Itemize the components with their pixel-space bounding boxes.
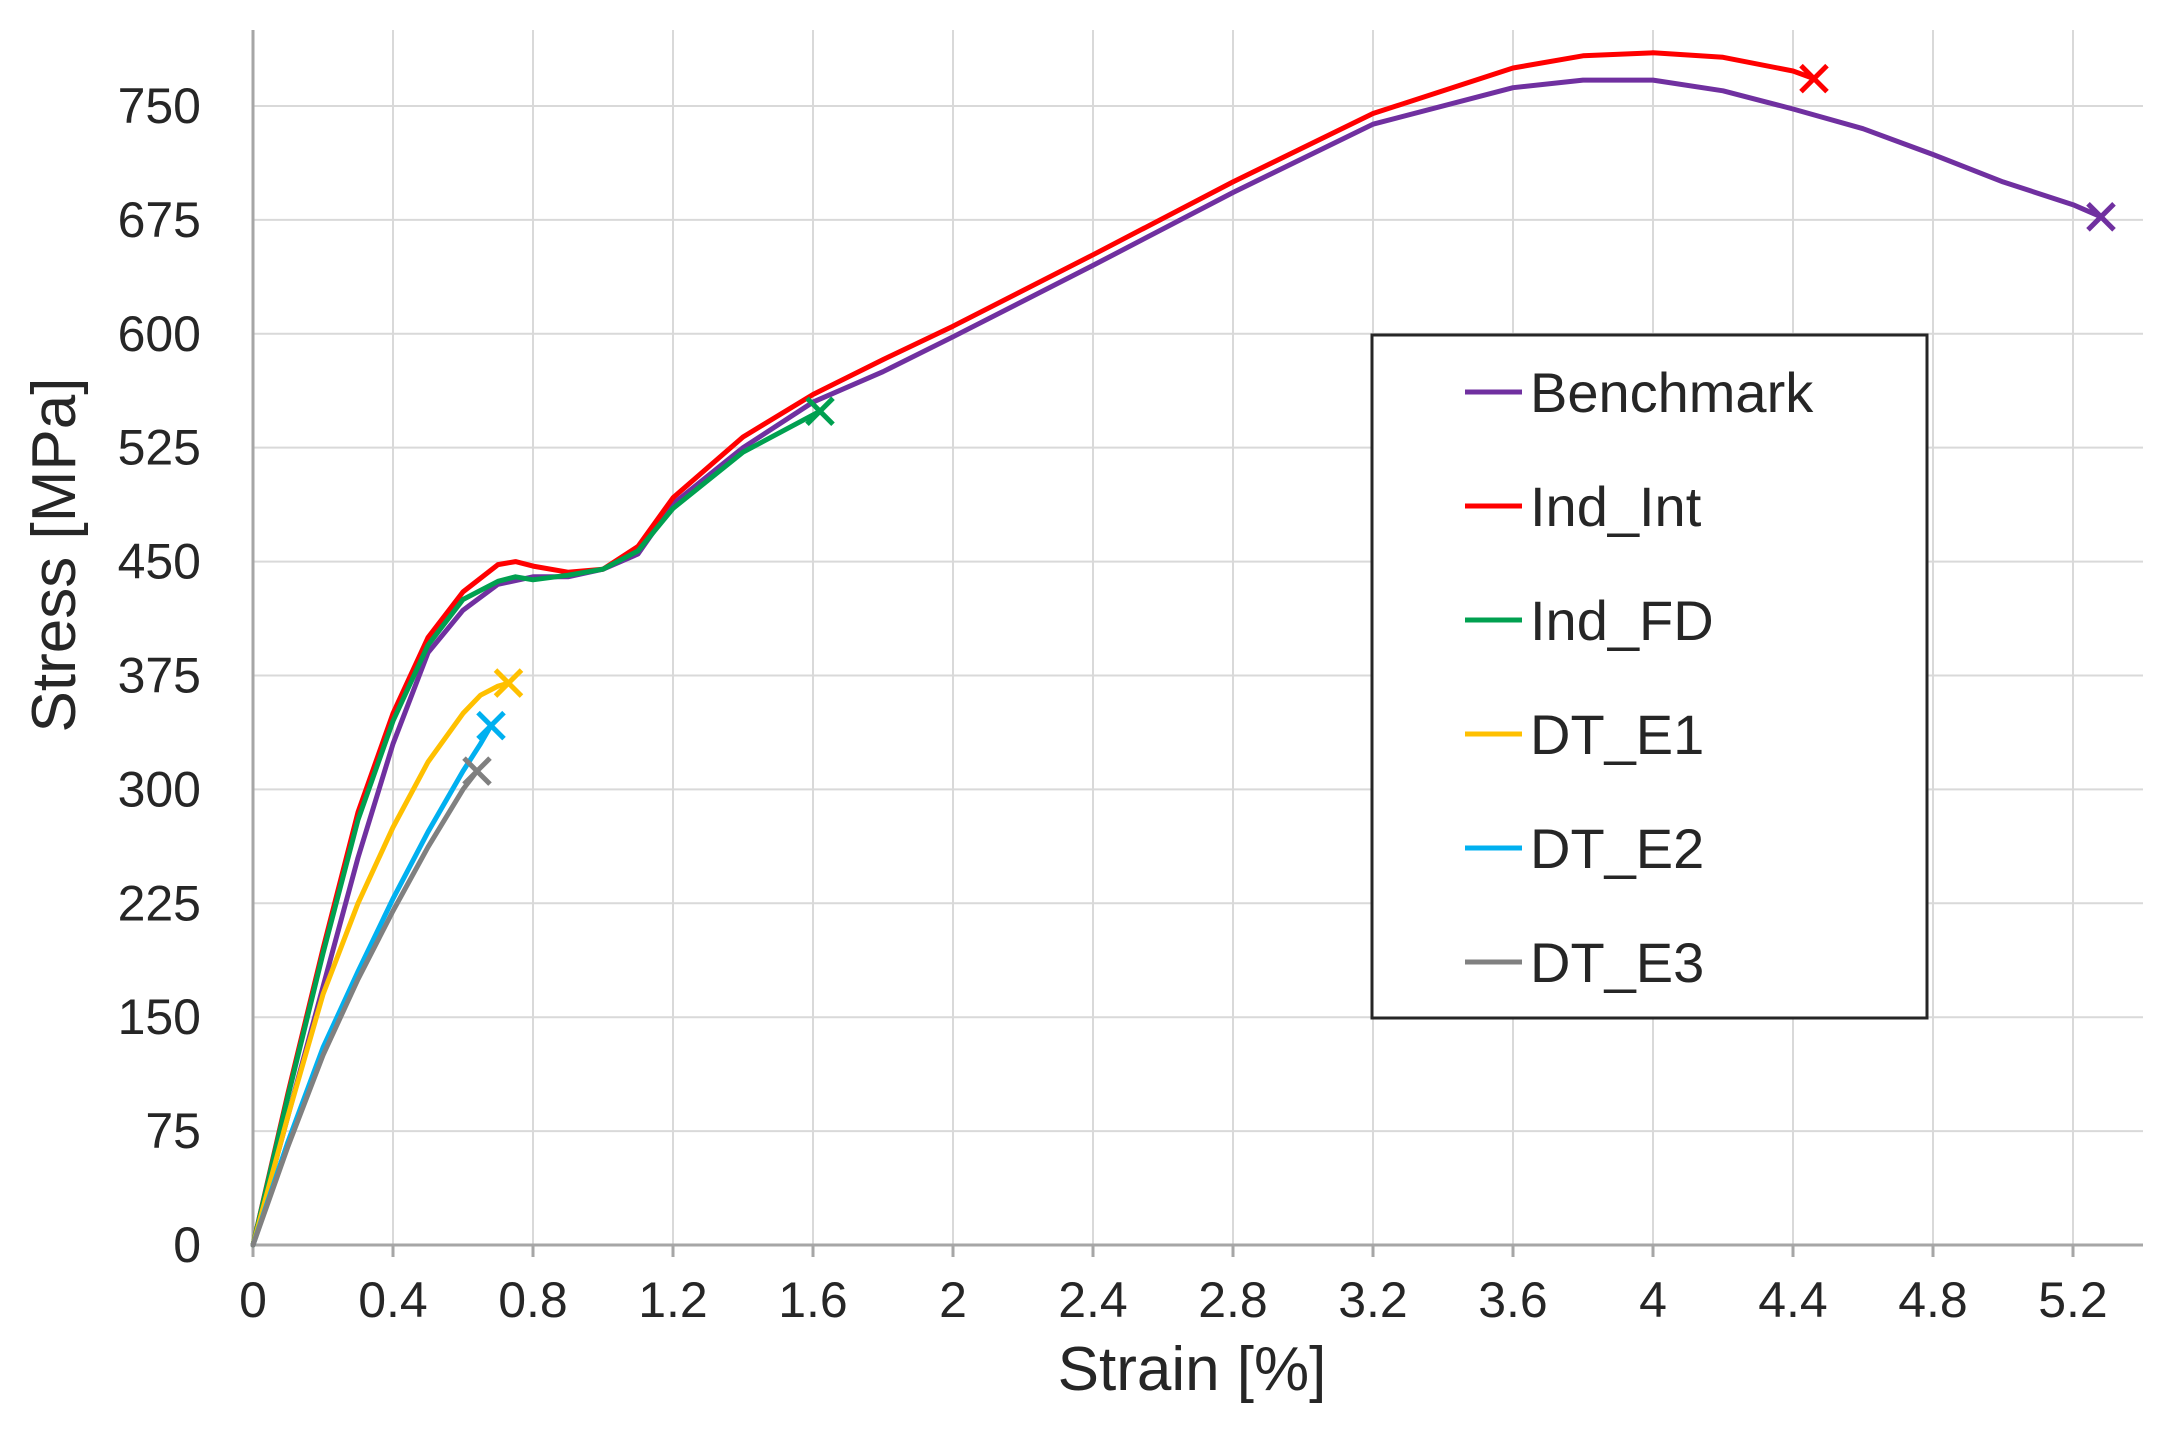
y-tick-label: 225 <box>118 875 201 931</box>
y-tick-label: 75 <box>145 1103 201 1159</box>
x-tick-label: 5.2 <box>2038 1272 2108 1328</box>
y-tick-label: 150 <box>118 989 201 1045</box>
end-marker-dt-e3 <box>462 756 492 786</box>
legend-item: DT_E3 <box>1465 931 1704 994</box>
legend-label: DT_E2 <box>1530 817 1704 880</box>
y-tick-label: 300 <box>118 761 201 817</box>
y-tick-label: 525 <box>118 420 201 476</box>
x-tick-label: 4 <box>1639 1272 1667 1328</box>
legend-item: DT_E1 <box>1465 703 1704 766</box>
legend-label: Ind_FD <box>1530 589 1714 652</box>
end-markers <box>462 63 2116 786</box>
series-line-ind-fd <box>250 408 823 1248</box>
end-marker-benchmark <box>2086 202 2116 232</box>
series-line-dt-e3 <box>250 768 480 1248</box>
x-tick-label: 0.8 <box>498 1272 568 1328</box>
x-tick-label: 4.4 <box>1758 1272 1828 1328</box>
legend-label: Benchmark <box>1530 361 1814 424</box>
x-tick-label: 0 <box>239 1272 267 1328</box>
y-tick-label: 0 <box>173 1217 201 1273</box>
series-line-ind-int <box>250 50 1817 1248</box>
x-tick-label: 3.6 <box>1478 1272 1548 1328</box>
x-axis-title: Strain [%] <box>1058 1335 1327 1404</box>
x-tick-label: 2.4 <box>1058 1272 1128 1328</box>
y-tick-label: 450 <box>118 534 201 590</box>
y-axis-title: Stress [MPa] <box>20 378 89 733</box>
x-tick-label: 0.4 <box>358 1272 428 1328</box>
end-marker-dt-e1 <box>493 668 524 698</box>
end-marker-ind-fd <box>805 396 835 426</box>
x-tick-label: 1.2 <box>638 1272 708 1328</box>
axes <box>251 30 2143 1257</box>
legend-item: Ind_Int <box>1465 475 1702 538</box>
end-marker-dt-e2 <box>476 710 506 741</box>
legend: Benchmark Ind_Int Ind_FD DT_E1 DT_E2 DT_E3 <box>1370 333 1929 1020</box>
legend-item: DT_E2 <box>1465 817 1704 880</box>
tick-labels: 0 75 150 225 300 375 450 525 600 675 750 0 0.4 0.8 1.2… <box>118 78 2108 1328</box>
series-line-benchmark <box>250 77 2104 1248</box>
x-tick-label: 1.6 <box>778 1272 848 1328</box>
legend-item: Ind_FD <box>1465 589 1714 652</box>
x-tick-label: 2 <box>939 1272 967 1328</box>
y-tick-label: 750 <box>118 78 201 134</box>
y-tick-label: 375 <box>118 647 201 703</box>
legend-box <box>1370 333 1929 1020</box>
y-tick-label: 600 <box>118 306 201 362</box>
legend-item: Benchmark <box>1465 361 1814 424</box>
y-tick-label: 675 <box>118 192 201 248</box>
x-tick-label: 4.8 <box>1898 1272 1968 1328</box>
x-tick-label: 2.8 <box>1198 1272 1268 1328</box>
legend-label: Ind_Int <box>1530 475 1702 538</box>
series-lines <box>250 50 2104 1248</box>
legend-label: DT_E1 <box>1530 703 1704 766</box>
legend-label: DT_E3 <box>1530 931 1704 994</box>
x-tick-label: 3.2 <box>1338 1272 1408 1328</box>
end-marker-ind-int <box>1799 63 1829 94</box>
series-line-dt-e1 <box>250 680 511 1248</box>
